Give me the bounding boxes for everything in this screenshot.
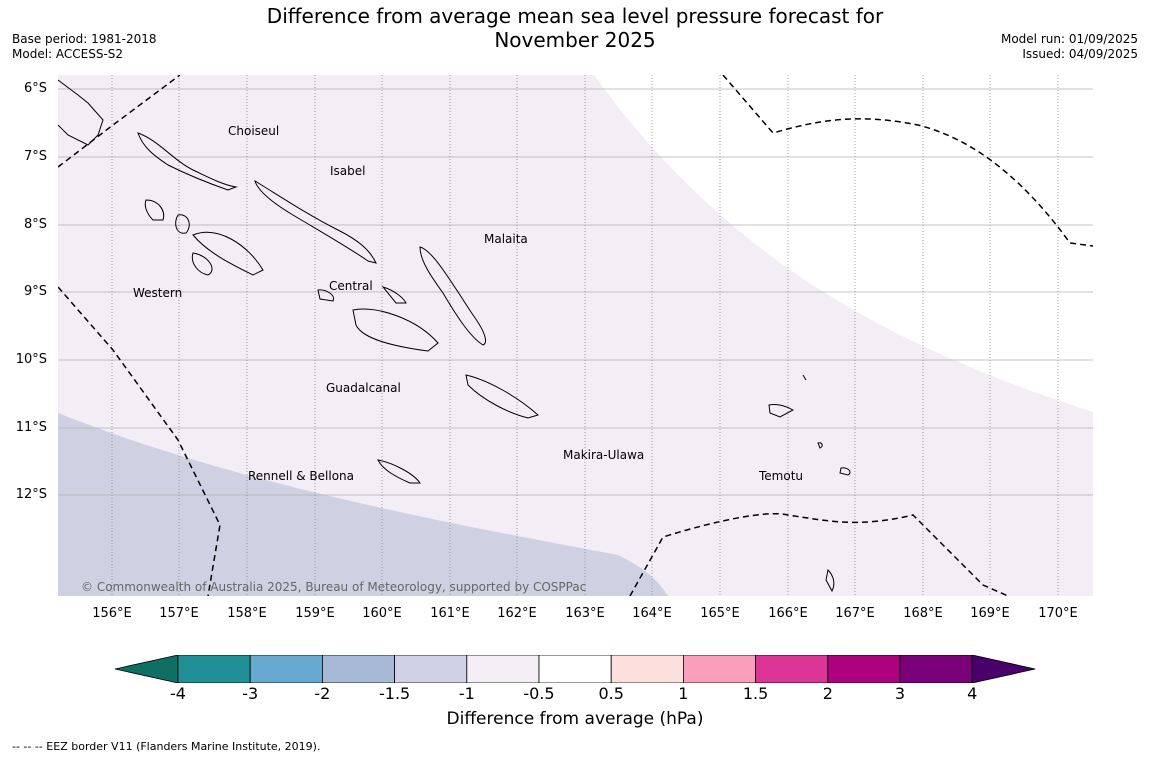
colorbar-label: Difference from average (hPa)	[446, 709, 704, 729]
lon-label-156e: 156°E	[92, 606, 132, 621]
lat-label-12s: 12°S	[15, 487, 47, 502]
lon-label-167e: 167°E	[835, 606, 875, 621]
colorbar-tick-label: 1.5	[742, 684, 769, 703]
colorbar-tick-label: 2	[822, 684, 833, 703]
colorbar-extend-low	[115, 655, 179, 683]
colorbar-tick-label: -4	[170, 684, 186, 703]
lon-label-162e: 162°E	[497, 606, 537, 621]
colorbar-tick-label: -0.5	[523, 684, 555, 703]
title-line-2: November 2025	[494, 28, 656, 52]
eez-legend-note: -- -- -- EEZ border V11 (Flanders Marine…	[12, 740, 321, 753]
eez-borders	[58, 75, 1093, 596]
colorbar-swatch	[755, 655, 829, 683]
colorbar-tick-label: -3	[242, 684, 259, 703]
colorbar	[115, 655, 1036, 683]
lat-label-11s: 11°S	[15, 420, 47, 435]
colorbar-swatch	[683, 655, 757, 683]
lat-label-7s: 7°S	[23, 149, 47, 164]
colorbar-swatch	[321, 655, 395, 683]
colorbar-swatch	[538, 655, 612, 683]
colorbar-swatch	[610, 655, 684, 683]
lon-label-168e: 168°E	[903, 606, 943, 621]
eez-border-north-west	[58, 75, 181, 168]
bougainville-coast	[58, 79, 104, 146]
rennell-coast	[377, 459, 421, 484]
colorbar-tick-label: 4	[967, 684, 978, 703]
colorbar-swatch	[827, 655, 901, 683]
run-info: Model run: 01/09/2025 Issued: 04/09/2025	[1001, 32, 1138, 62]
lat-label-8s: 8°S	[23, 217, 47, 232]
colorbar-swatch	[249, 655, 323, 683]
eez-border-south-east	[629, 512, 1009, 596]
tikopia-coast	[839, 467, 851, 476]
region-label-rennell-bellona: Rennell & Bellona	[248, 469, 355, 483]
coastlines	[58, 79, 851, 593]
lon-label-166e: 166°E	[768, 606, 808, 621]
copyright-notice: © Commonwealth of Australia 2025, Bureau…	[81, 580, 587, 594]
lon-label-159e: 159°E	[295, 606, 335, 621]
colorbar-swatches	[115, 655, 1036, 683]
lat-label-10s: 10°S	[15, 352, 47, 367]
model-name: Model: ACCESS-S2	[12, 47, 124, 61]
region-label-makira-ulawa: Makira-Ulawa	[563, 448, 645, 462]
issued-date: Issued: 04/09/2025	[1022, 47, 1138, 61]
colorbar-swatch	[394, 655, 468, 683]
lon-label-164e: 164°E	[632, 606, 672, 621]
region-label-malaita: Malaita	[484, 232, 528, 246]
lat-gridlines	[58, 88, 1093, 496]
colorbar-extend-high	[971, 655, 1036, 683]
fataka-coast	[825, 568, 835, 593]
colorbar-tick-label: -1	[458, 684, 475, 703]
colorbar-swatch	[466, 655, 540, 683]
colorbar-tick-label: -2	[314, 684, 331, 703]
region-label-isabel: Isabel	[330, 164, 366, 178]
fill-minus-1-5-to-minus-1	[58, 413, 668, 596]
region-label-choiseul: Choiseul	[228, 124, 280, 138]
lat-label-9s: 9°S	[23, 284, 47, 299]
map-area	[58, 75, 1093, 596]
region-label-western: Western	[133, 286, 183, 300]
anuta-coast	[817, 442, 823, 449]
eez-border-south-west	[58, 286, 221, 596]
base-info: Base period: 1981-2018 Model: ACCESS-S2	[12, 32, 157, 62]
region-label-temotu: Temotu	[759, 469, 804, 483]
lon-label-170e: 170°E	[1038, 606, 1078, 621]
region-label-guadalcanal: Guadalcanal	[326, 381, 401, 395]
lon-label-161e: 161°E	[430, 606, 470, 621]
colorbar-tick-label: 1	[678, 684, 689, 703]
florida-islands-coast	[317, 289, 335, 302]
isabel-coast	[254, 179, 377, 264]
lon-label-163e: 163°E	[565, 606, 605, 621]
colorbar-swatch	[177, 655, 251, 683]
vella-lavella-coast	[144, 199, 165, 221]
chart-title: Difference from average mean sea level p…	[230, 4, 920, 52]
guadalcanal-coast	[352, 308, 439, 352]
map-canvas	[58, 75, 1093, 596]
model-run: Model run: 01/09/2025	[1000, 32, 1138, 46]
malaita-coast	[419, 246, 486, 346]
choiseul-coast	[137, 132, 238, 191]
region-label-central: Central	[329, 279, 373, 293]
lon-label-157e: 157°E	[159, 606, 199, 621]
lon-label-169e: 169°E	[970, 606, 1010, 621]
colorbar-tick-label: -1.5	[378, 684, 411, 703]
lon-label-160e: 160°E	[362, 606, 402, 621]
nggela-coast	[381, 286, 407, 304]
colorbar-tick-label: 0.5	[598, 684, 624, 703]
lon-label-158e: 158°E	[227, 606, 267, 621]
colorbar-tick-label: 3	[894, 684, 906, 703]
rendova-coast	[191, 252, 213, 276]
makira-coast	[465, 374, 539, 419]
reef-islands-coast	[802, 374, 807, 381]
kolombangara-coast	[175, 214, 190, 234]
base-period: Base period: 1981-2018	[12, 32, 157, 46]
santa-cruz-coast	[768, 404, 795, 418]
eez-border-north-east	[722, 75, 1093, 247]
colorbar-swatch	[899, 655, 973, 683]
lon-label-165e: 165°E	[700, 606, 740, 621]
title-line-1: Difference from average mean sea level p…	[266, 4, 884, 28]
lat-label-6s: 6°S	[23, 81, 47, 96]
fill-neutral	[594, 75, 1093, 412]
new-georgia-coast	[192, 231, 264, 276]
